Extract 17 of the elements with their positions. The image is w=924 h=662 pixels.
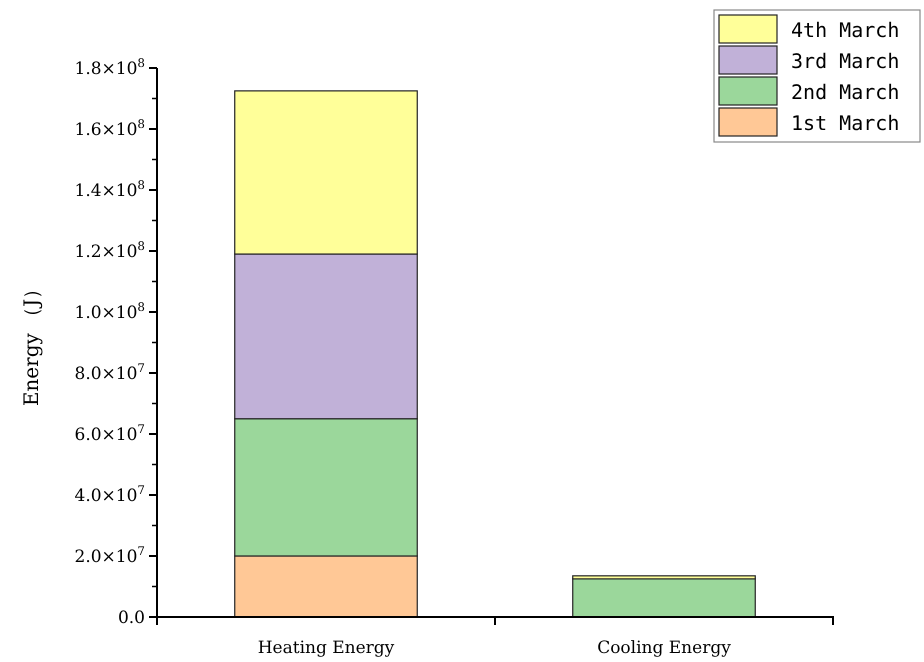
x-tick-label: Heating Energy [258, 638, 395, 658]
y-tick-label: 1.6×10$^{8}$ [74, 117, 145, 140]
y-tick-label: 0.0 [118, 608, 145, 628]
y-axis-title: Energy （J） [19, 278, 43, 406]
x-tick-label: Cooling Energy [597, 638, 732, 658]
y-tick-label: 6.0×10$^{7}$ [74, 422, 145, 445]
legend-label: 3rd March [791, 49, 900, 73]
y-tick-label: 4.0×10$^{7}$ [74, 483, 145, 506]
legend-label: 1st March [791, 111, 900, 135]
y-tick-label: 8.0×10$^{7}$ [74, 361, 145, 384]
y-tick-label: 1.0×10$^{8}$ [74, 300, 145, 323]
y-tick-label: 1.4×10$^{8}$ [74, 178, 145, 201]
legend-label: 4th March [791, 18, 900, 42]
y-tick-label: 2.0×10$^{7}$ [74, 544, 145, 567]
legend-label: 2nd March [791, 80, 900, 104]
y-tick-label: 1.2×10$^{8}$ [74, 239, 145, 262]
y-tick-label: 1.8×10$^{8}$ [74, 56, 145, 79]
